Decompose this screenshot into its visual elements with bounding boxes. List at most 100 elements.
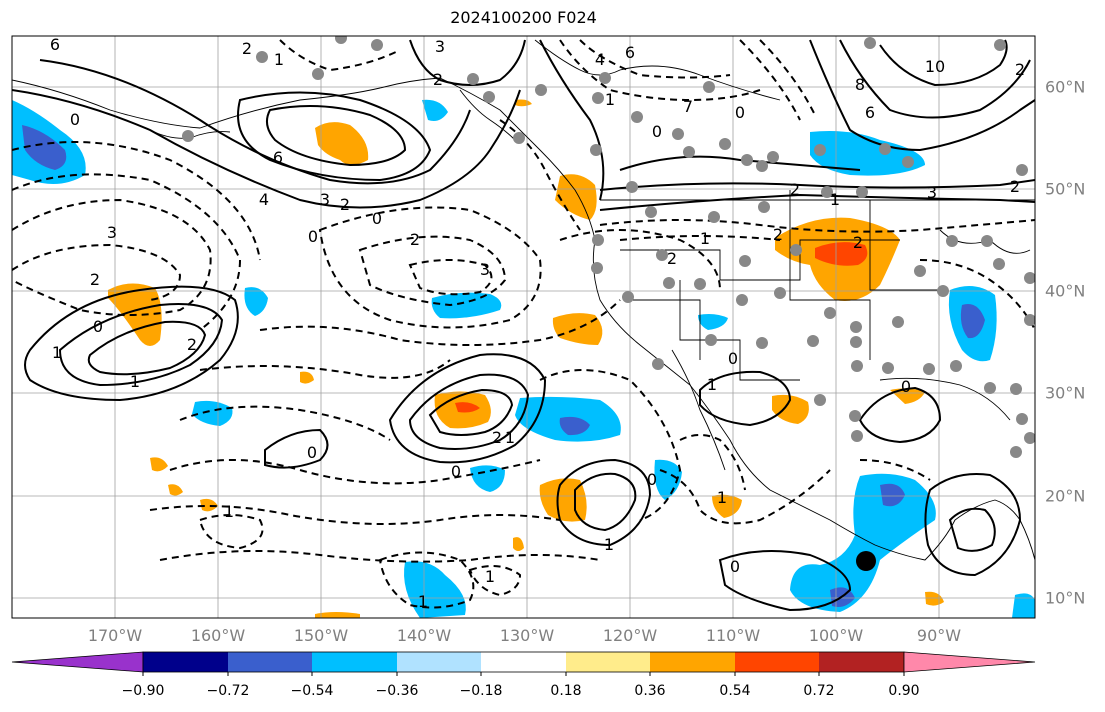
contour-dashed [559, 39, 761, 102]
contour-dashed [408, 259, 493, 296]
contour-dashed [739, 39, 801, 121]
shade-negative-core [559, 416, 590, 436]
station-markers [182, 36, 1035, 458]
colorbar-segment [481, 652, 566, 672]
contour-solid [599, 179, 1035, 191]
colorbar-segment [312, 652, 397, 672]
contour-label: 0 [93, 317, 103, 336]
contour-solid [237, 91, 432, 182]
contour-label: 1 [707, 375, 717, 394]
contour-label: 1 [418, 592, 428, 611]
contour-solid [839, 39, 1031, 119]
contour-label: 0 [728, 349, 738, 368]
map-frame [11, 35, 1036, 619]
contour-solid [58, 303, 224, 387]
contour-label: 6 [50, 35, 60, 54]
contour-dashed [619, 235, 781, 241]
contour-dashed [659, 469, 831, 525]
contour-dashed [12, 173, 242, 331]
shade-negative-region [431, 292, 502, 319]
contour-label: 1 [830, 190, 840, 209]
lat-tick-label: 50°N [1045, 179, 1086, 199]
colorbar [11, 651, 1036, 676]
contour-dashed [279, 39, 401, 72]
contour-solid [619, 155, 861, 171]
contour-dashed [539, 369, 682, 521]
contour-label: 1 [485, 567, 495, 586]
contour-solid [539, 39, 605, 201]
contour-label: 0 [451, 462, 461, 481]
contour-label: 2 [667, 249, 677, 268]
contour-label: 2 [410, 230, 420, 249]
contour-label: 3 [480, 260, 490, 279]
contour-dashed [579, 39, 731, 79]
shade-positive-region [772, 394, 809, 424]
shade-positive-region [513, 537, 524, 551]
lon-tick-label: 160°W [190, 626, 246, 645]
contour-solid [924, 473, 1022, 577]
colorbar-tick-label: −0.36 [375, 683, 419, 699]
lon-tick-label: 130°W [499, 626, 555, 645]
colorbar-extend-right [903, 651, 1036, 673]
colorbar-segment [650, 652, 735, 672]
shade-negative-region [790, 473, 936, 612]
contour-label: 3 [435, 37, 445, 56]
contour-solid [858, 386, 942, 444]
contour-label: 2 [242, 39, 252, 58]
colorbar-tick-label: 0.36 [634, 683, 666, 699]
contour-label: 0 [901, 377, 911, 396]
contour-solid [87, 320, 207, 376]
shade-negative-core [22, 125, 67, 170]
contour-solid [574, 472, 637, 532]
contour-label: 0 [735, 103, 745, 122]
contour-dashed [318, 206, 542, 329]
contour-label: 2 [1010, 177, 1020, 196]
contour-dashed [679, 434, 746, 491]
contour-dashed [559, 229, 721, 291]
contour-label: 6 [625, 43, 635, 62]
contour-label: 1 [130, 372, 140, 391]
lat-tick-label: 20°N [1045, 486, 1086, 506]
contour-label: 1 [717, 488, 727, 507]
shade-positive-region [552, 313, 603, 345]
contour-label: 0 [647, 470, 657, 489]
lat-tick-label: 40°N [1045, 281, 1086, 301]
contour-label: 0 [372, 209, 382, 228]
colorbar-tick-label: −0.90 [121, 683, 165, 699]
colorbar-tick-label: 0.72 [803, 683, 835, 699]
lat-tick-label: 60°N [1045, 77, 1086, 97]
lon-tick-label: 90°W [916, 626, 962, 645]
contour-dashed [12, 243, 182, 301]
contour-label: 6 [865, 103, 875, 122]
colorbar-segment [819, 652, 904, 672]
lat-tick-label: 10°N [1045, 588, 1086, 608]
contour-dashed [12, 141, 261, 261]
colorbar-tick-label: −0.54 [290, 683, 334, 699]
contour-label: 1 [52, 343, 62, 362]
contour-solid [24, 285, 239, 402]
lon-tick-label: 100°W [808, 626, 864, 645]
shade-positive-region [890, 388, 925, 404]
contour-label: 0 [308, 227, 318, 246]
shade-negative-region [698, 314, 728, 330]
point-marker [856, 551, 876, 571]
contour-solid [556, 458, 652, 547]
contour-solid [408, 373, 530, 450]
contour-solid [879, 39, 1008, 87]
contour-dashed [149, 505, 561, 525]
shade-negative-region [404, 561, 466, 618]
contour-dashed [169, 459, 541, 485]
contour-solid [428, 388, 514, 436]
lat-tick-label: 30°N [1045, 383, 1086, 403]
shade-negative-region [192, 400, 233, 426]
map-title: 2024100200 F024 [450, 8, 597, 27]
contour-solid [265, 105, 407, 167]
contour-label: 1 [604, 535, 614, 554]
contour-dashed [358, 235, 507, 307]
shade-negative-region [1012, 593, 1035, 618]
colorbar-tick-label: 0.18 [550, 683, 582, 699]
contour-dashed [759, 39, 816, 116]
contour-label: 3 [107, 223, 117, 242]
contour-solid [264, 428, 329, 469]
